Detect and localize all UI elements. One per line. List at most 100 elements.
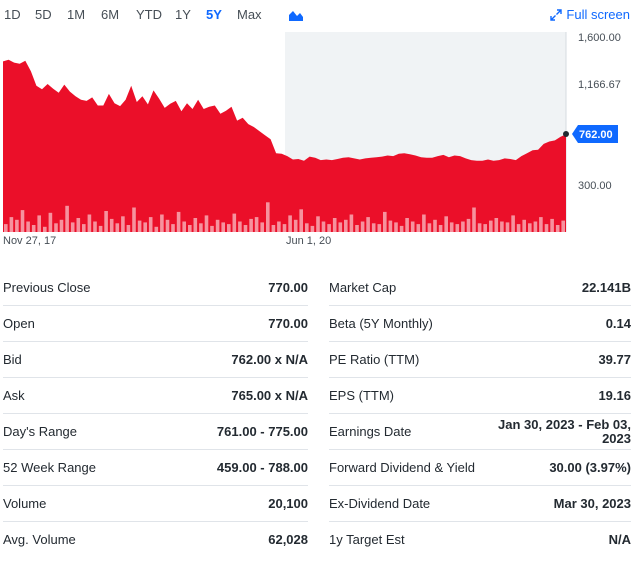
volume-bar [533, 221, 538, 232]
volume-bar [377, 224, 382, 232]
volume-bar [416, 224, 421, 232]
volume-bar [505, 222, 510, 232]
stat-row-forward-dividend: Forward Dividend & Yield 30.00 (3.97%) [329, 450, 631, 486]
volume-bar [282, 224, 287, 232]
stat-label: EPS (TTM) [329, 388, 394, 403]
volume-bar [43, 226, 47, 233]
volume-bar [472, 207, 476, 232]
volume-bar [104, 211, 108, 232]
stat-row-target-est: 1y Target Est N/A [329, 522, 631, 557]
volume-bar [483, 224, 487, 232]
volume-bar [349, 214, 354, 232]
volume-bar [410, 221, 415, 232]
volume-bar [516, 224, 521, 232]
volume-bar [165, 219, 170, 233]
stat-row-earnings-date: Earnings Date Jan 30, 2023 - Feb 03, 2023 [329, 414, 631, 450]
volume-bar [160, 214, 164, 232]
volume-bar [494, 218, 499, 232]
stat-value: 22.141B [581, 279, 631, 295]
stat-value: 762.00 x N/A [231, 351, 308, 367]
chart-toolbar: 1D 5D 1M 6M YTD 1Y 5Y Max Full screen [0, 0, 638, 30]
volume-bar [182, 221, 186, 232]
stat-value: 765.00 x N/A [231, 387, 308, 403]
volume-bar [449, 222, 454, 232]
stat-row-ex-dividend-date: Ex-Dividend Date Mar 30, 2023 [329, 486, 631, 522]
range-1y-button[interactable]: 1Y [175, 7, 191, 22]
volume-bar [188, 225, 192, 232]
stat-label: Beta (5Y Monthly) [329, 316, 433, 331]
stat-label: Volume [3, 496, 47, 511]
volume-bar [427, 223, 432, 233]
volume-bar [539, 217, 543, 232]
current-price-tag: 762.00 [563, 125, 618, 143]
stat-row-ask: Ask 765.00 x N/A [3, 378, 308, 414]
stat-row-previous-close: Previous Close 770.00 [3, 270, 308, 306]
stat-label: 52 Week Range [3, 460, 96, 475]
volume-bar [4, 224, 8, 232]
volume-bar [70, 222, 75, 232]
volume-bar [20, 210, 25, 232]
volume-bar [371, 223, 376, 233]
volume-bar [243, 225, 248, 232]
mountain-chart-icon[interactable] [288, 8, 304, 22]
stat-value: 770.00 [268, 279, 308, 295]
volume-bar [266, 202, 270, 233]
range-max-button[interactable]: Max [237, 7, 262, 22]
stat-row-volume: Volume 20,100 [3, 486, 308, 522]
price-chart[interactable]: 1,600.00 1,166.67 300.00 Nov 27, 17 Jun … [0, 30, 638, 250]
volume-bar [215, 219, 220, 233]
stat-value: 770.00 [268, 315, 308, 331]
stat-value: Mar 30, 2023 [553, 495, 631, 511]
volume-bar [76, 218, 81, 232]
volume-bar [466, 218, 471, 232]
volume-bar [338, 222, 343, 232]
volume-bar [15, 219, 19, 233]
range-6m-button[interactable]: 6M [101, 7, 120, 22]
volume-bar [444, 216, 448, 233]
volume-bar [171, 224, 175, 232]
volume-bar [254, 217, 259, 232]
stat-value: 39.77 [598, 351, 631, 367]
stat-value: N/A [608, 531, 631, 547]
stat-row-avg-volume: Avg. Volume 62,028 [3, 522, 308, 557]
range-ytd-button[interactable]: YTD [136, 7, 162, 22]
y-tick-label: 1,166.67 [578, 79, 621, 91]
stat-label: Ask [3, 388, 25, 403]
volume-bar [316, 216, 320, 233]
volume-bar [489, 220, 493, 232]
stat-label: Earnings Date [329, 424, 412, 439]
volume-bar [355, 225, 359, 232]
stat-label: 1y Target Est [329, 532, 405, 547]
volume-bar [82, 224, 86, 232]
volume-bar [199, 223, 203, 233]
stat-label: Avg. Volume [3, 532, 76, 547]
volume-bar [148, 217, 153, 232]
volume-bar [383, 211, 387, 232]
range-5y-button[interactable]: 5Y [206, 7, 222, 22]
full-screen-button[interactable]: Full screen [550, 7, 630, 22]
volume-bar [544, 224, 549, 232]
volume-bar [277, 221, 281, 232]
volume-bar [93, 221, 97, 232]
range-1d-button[interactable]: 1D [4, 7, 21, 22]
volume-bar [176, 211, 181, 232]
range-5d-button[interactable]: 5D [35, 7, 52, 22]
volume-bar [154, 226, 159, 233]
volume-bar [26, 221, 30, 232]
quote-summary-left: Previous Close 770.00 Open 770.00 Bid 762.0… [3, 270, 308, 557]
volume-bar [528, 223, 532, 233]
volume-bar [271, 225, 276, 232]
volume-bar [221, 222, 225, 232]
volume-bar [126, 225, 131, 232]
volume-bar [137, 220, 142, 232]
range-1m-button[interactable]: 1M [67, 7, 86, 22]
volume-bar [109, 218, 114, 232]
volume-bar [260, 222, 264, 232]
stat-row-52-week-range: 52 Week Range 459.00 - 788.00 [3, 450, 308, 486]
volume-bar [555, 225, 560, 232]
current-price-dot [563, 131, 569, 137]
stat-row-open: Open 770.00 [3, 306, 308, 342]
quote-summary-right: Market Cap 22.141B Beta (5Y Monthly) 0.14 … [329, 270, 631, 557]
volume-bar [394, 222, 398, 232]
x-tick-label: Jun 1, 20 [286, 235, 331, 247]
